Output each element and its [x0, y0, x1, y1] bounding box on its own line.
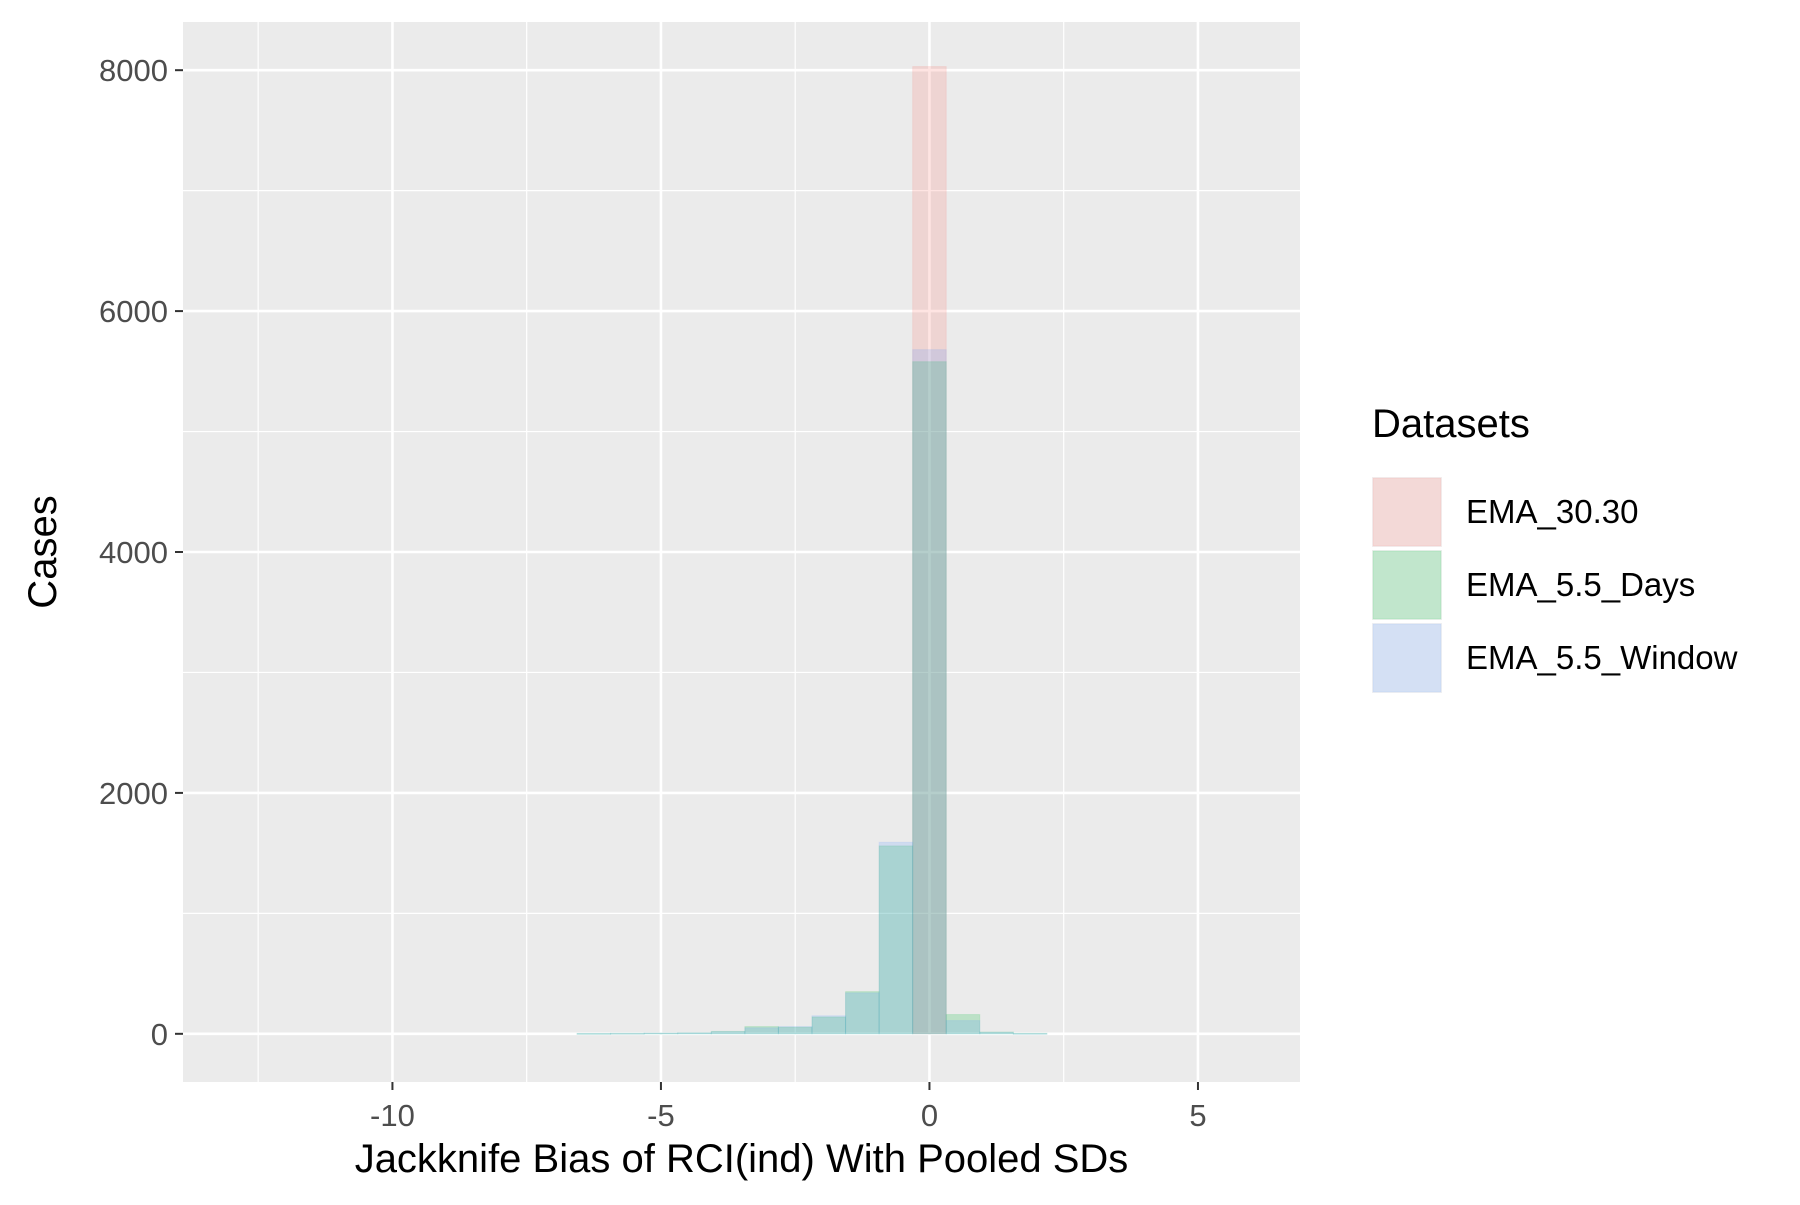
histogram-bar [677, 1032, 712, 1035]
legend-key-swatch [1372, 550, 1442, 620]
histogram-bar [610, 1032, 645, 1035]
histogram-bars [576, 66, 1048, 1035]
histogram-bar [811, 1016, 847, 1035]
legend: Datasets EMA_30.30 EMA_5.5_Days EMA_5.5_Wi… [1372, 402, 1738, 693]
histogram-bar [744, 1027, 779, 1035]
legend-key-swatch [1372, 623, 1442, 693]
histogram-bar [945, 1014, 981, 1035]
histogram-bar [912, 349, 947, 1035]
histogram-bar [912, 361, 947, 1035]
histogram-bar [710, 1031, 746, 1035]
histogram-bar [878, 845, 914, 1035]
histogram-bar [610, 1032, 645, 1035]
y-axis-label: Cases [21, 495, 65, 608]
legend-key-background [1372, 623, 1442, 693]
legend-entry-label: EMA_5.5_Window [1466, 639, 1738, 676]
histogram-bar [744, 1026, 779, 1035]
legend-key-background [1372, 550, 1442, 620]
y-tick-label: 8000 [99, 53, 168, 88]
histogram-bar [1012, 1032, 1048, 1035]
x-axis-label: Jackknife Bias of RCI(ind) With Pooled S… [355, 1137, 1129, 1181]
x-tick-label: 0 [921, 1098, 938, 1133]
histogram-bar [845, 991, 880, 1035]
series-EMA_5.5_Days [576, 361, 1048, 1035]
y-tick-label: 6000 [99, 294, 168, 329]
histogram-bar [979, 1031, 1014, 1035]
histogram-bar [945, 1020, 981, 1035]
histogram-bar [878, 841, 914, 1035]
x-axis: -10 -5 0 5 [370, 1082, 1207, 1133]
histogram-bar [1012, 1032, 1048, 1035]
histogram-bar [710, 1030, 746, 1035]
legend-key-background [1372, 477, 1442, 547]
legend-entry-label: EMA_30.30 [1466, 493, 1638, 530]
histogram-bar [643, 1032, 679, 1035]
histogram-bar [677, 1032, 712, 1035]
series-EMA_30.30 [912, 66, 947, 1035]
major-gridlines [183, 22, 1300, 1082]
histogram-bar [811, 1015, 847, 1035]
histogram-bar [643, 1032, 679, 1035]
histogram-bar [912, 66, 947, 1035]
histogram-bar [576, 1032, 612, 1035]
x-tick-label: 5 [1189, 1098, 1206, 1133]
y-tick-label: 2000 [99, 776, 168, 811]
histogram-bar [777, 1026, 813, 1035]
legend-entry-label: EMA_5.5_Days [1466, 566, 1695, 603]
y-tick-label: 4000 [99, 535, 168, 570]
y-tick-label: 0 [151, 1017, 168, 1052]
legend-title: Datasets [1372, 402, 1530, 446]
series-EMA_5.5_Window [576, 349, 1048, 1035]
y-axis: 0 2000 4000 6000 8000 [99, 53, 183, 1052]
histogram-bar [777, 1026, 813, 1035]
histogram-bar [845, 992, 880, 1035]
histogram-bar [576, 1032, 612, 1035]
x-tick-label: -5 [647, 1098, 675, 1133]
histogram-bar [979, 1031, 1014, 1035]
x-tick-label: -10 [370, 1098, 415, 1133]
legend-key-swatch [1372, 477, 1442, 547]
